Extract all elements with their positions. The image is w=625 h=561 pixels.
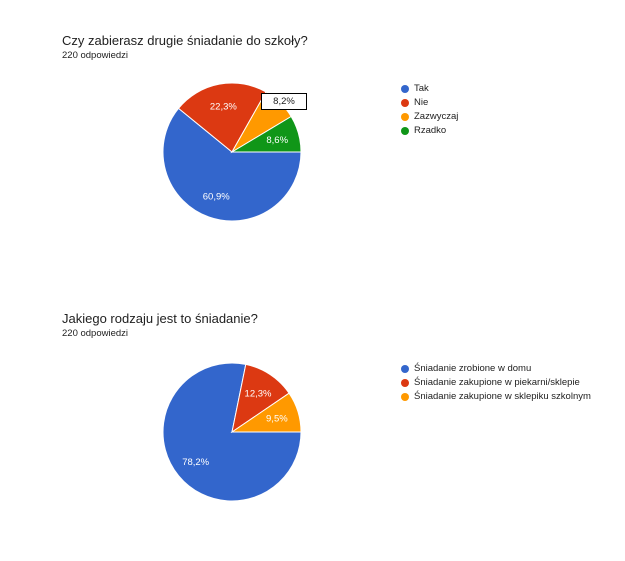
legend-swatch — [401, 365, 409, 373]
legend-label: Zazwyczaj — [414, 111, 459, 122]
legend-label: Rzadko — [414, 125, 447, 136]
legend-label: Nie — [414, 97, 429, 108]
legend-swatch — [401, 127, 409, 135]
legend-label: Śniadanie zrobione w domu — [414, 363, 532, 374]
pie-slice-sniadanie-zakupione-w-sklepiku-szkolnym[interactable] — [230, 392, 302, 433]
pie-slice-tak[interactable] — [162, 107, 302, 222]
legend-label: Śniadanie zakupione w piekarni/sklepie — [414, 377, 580, 388]
slice-label: 12,3% — [245, 388, 272, 399]
legend-item-sniadanie-zrobione-w-domu[interactable]: Śniadanie zrobione w domu — [401, 363, 601, 375]
legend-swatch — [401, 85, 409, 93]
legend-swatch — [401, 379, 409, 387]
legend-item-sniadanie-zakupione-w-piekarni-sklepie[interactable]: Śniadanie zakupione w piekarni/sklepie — [401, 377, 601, 389]
legend-label: Śniadanie zakupione w sklepiku szkolnym — [414, 391, 591, 402]
legend-item-tak[interactable]: Tak — [401, 83, 601, 95]
legend-swatch — [401, 99, 409, 107]
legend-item-zazwyczaj[interactable]: Zazwyczaj — [401, 111, 601, 123]
slice-label: 8,6% — [266, 135, 288, 146]
chart-title: Czy zabierasz drugie śniadanie do szkoły… — [62, 33, 308, 48]
chart-legend: Tak Nie Zazwyczaj Rzadko — [401, 83, 601, 139]
slice-label: 78,2% — [182, 457, 209, 468]
pie-slice-sniadanie-zrobione-w-domu[interactable] — [162, 362, 302, 502]
pie-chart: 78,2% 12,3% 9,5% — [162, 362, 302, 502]
slice-callout: 8,2% — [261, 93, 307, 110]
slice-label: 9,5% — [266, 414, 288, 425]
chart-card-2: Jakiego rodzaju jest to śniadanie? 220 o… — [0, 280, 625, 560]
legend-swatch — [401, 393, 409, 401]
slice-label: 60,9% — [203, 192, 230, 203]
chart-legend: Śniadanie zrobione w domu Śniadanie zakup… — [401, 363, 601, 405]
pie-slice-rzadko[interactable] — [230, 115, 302, 153]
legend-item-nie[interactable]: Nie — [401, 97, 601, 109]
legend-item-rzadko[interactable]: Rzadko — [401, 125, 601, 137]
callout-label: 8,2% — [273, 96, 295, 107]
chart-subtitle: 220 odpowiedzi — [62, 328, 129, 339]
pie-slice-nie[interactable] — [177, 82, 267, 153]
chart-card-1: Czy zabierasz drugie śniadanie do szkoły… — [0, 0, 625, 280]
slice-label: 22,3% — [210, 101, 237, 112]
chart-title: Jakiego rodzaju jest to śniadanie? — [62, 311, 258, 326]
legend-label: Tak — [414, 83, 429, 94]
chart-subtitle: 220 odpowiedzi — [62, 50, 129, 61]
legend-swatch — [401, 113, 409, 121]
legend-item-sniadanie-zakupione-w-sklepiku-szkolnym[interactable]: Śniadanie zakupione w sklepiku szkolnym — [401, 391, 601, 403]
